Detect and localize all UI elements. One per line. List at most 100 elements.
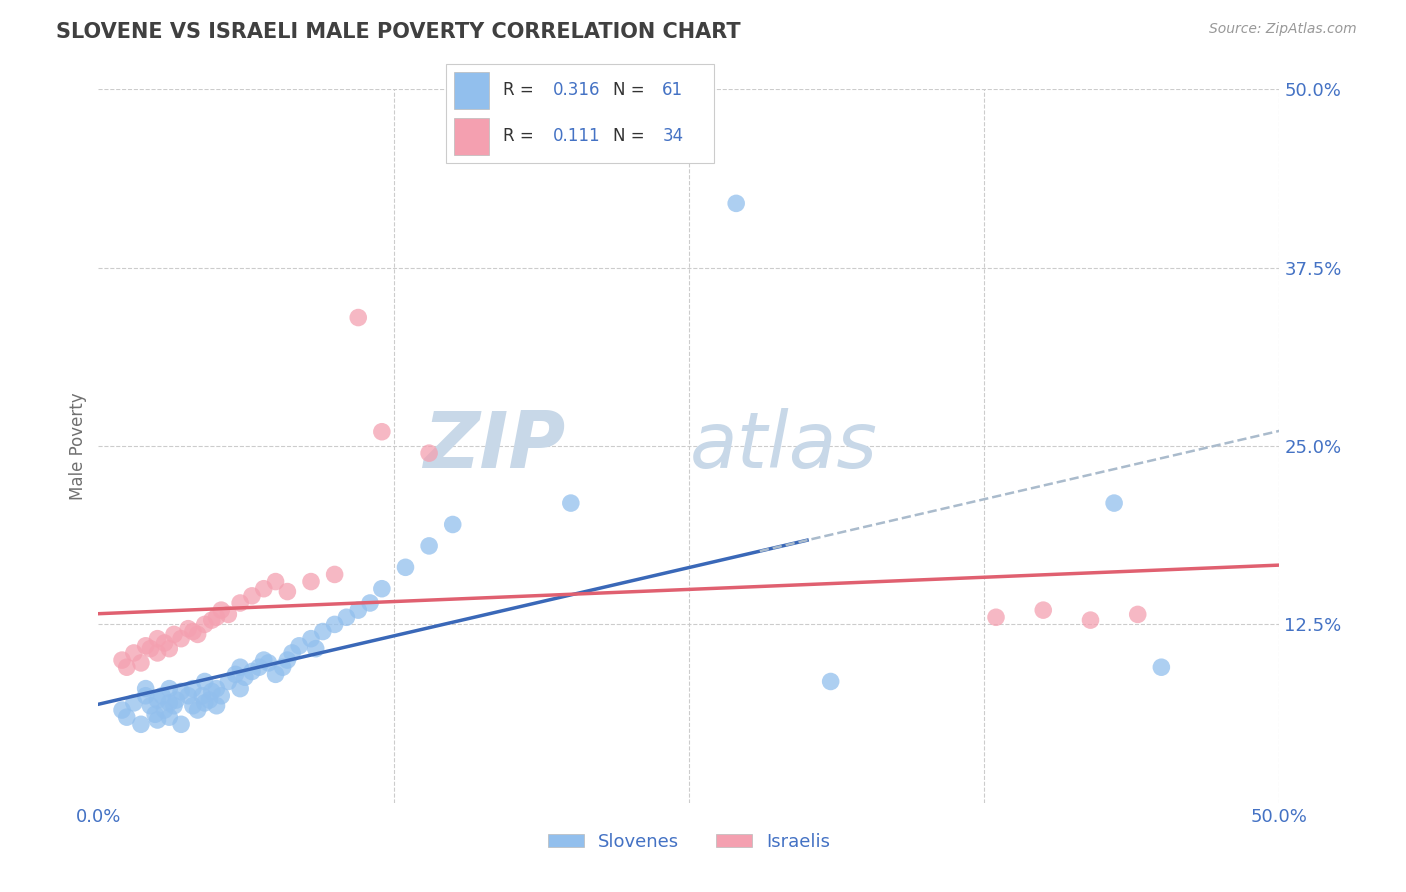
Point [335,610,357,624]
Point [129,656,152,670]
Point [240,665,263,679]
Text: 34: 34 [662,128,683,145]
Point [347,310,370,325]
Point [111,703,134,717]
Point [135,639,157,653]
Point [299,574,322,589]
Point [240,589,263,603]
Point [191,689,214,703]
Point [146,713,169,727]
Point [153,703,176,717]
Point [984,610,1007,624]
Point [247,660,270,674]
Point [146,646,169,660]
Point [276,653,298,667]
Point [157,696,180,710]
Point [276,584,298,599]
FancyBboxPatch shape [446,64,714,163]
Point [229,596,252,610]
Point [139,641,162,656]
Point [153,636,176,650]
Point [205,610,228,624]
Point [139,698,162,713]
Point [181,624,204,639]
Point [205,681,228,696]
Point [205,698,228,713]
Point [1150,660,1173,674]
Point [143,707,166,722]
Point [111,653,134,667]
Point [394,560,416,574]
Point [194,674,217,689]
Point [233,670,256,684]
Bar [454,71,489,109]
Bar [454,118,489,155]
Point [177,622,200,636]
Point [820,674,842,689]
Point [229,681,252,696]
Text: 0.316: 0.316 [553,81,600,99]
Text: 0.111: 0.111 [553,128,600,145]
Point [229,660,252,674]
Y-axis label: Male Poverty: Male Poverty [69,392,87,500]
Point [209,603,232,617]
Text: Source: ZipAtlas.com: Source: ZipAtlas.com [1209,22,1357,37]
Text: N =: N = [613,81,644,99]
Point [146,632,169,646]
Point [129,717,152,731]
Point [163,627,186,641]
Point [181,698,204,713]
Point [1126,607,1149,622]
Point [170,632,193,646]
Point [170,684,193,698]
Point [1102,496,1125,510]
Point [115,710,138,724]
Point [281,646,304,660]
Point [253,582,276,596]
Point [371,582,394,596]
Point [264,574,287,589]
Point [150,689,173,703]
Point [187,703,209,717]
Point [217,674,239,689]
Point [271,660,294,674]
Legend: Slovenes, Israelis: Slovenes, Israelis [540,826,838,858]
Point [170,717,193,731]
Point [323,617,346,632]
Point [122,646,145,660]
Point [1032,603,1054,617]
Point [135,689,157,703]
Point [122,696,145,710]
Point [264,667,287,681]
Text: atlas: atlas [689,408,877,484]
Point [165,693,187,707]
Point [371,425,394,439]
Point [347,603,370,617]
Point [194,696,217,710]
Text: 61: 61 [662,81,683,99]
Point [441,517,464,532]
Point [359,596,381,610]
Point [201,684,224,698]
Point [288,639,311,653]
Point [560,496,582,510]
Point [418,446,440,460]
Point [725,196,748,211]
Point [299,632,322,646]
Point [181,681,204,696]
Point [157,681,180,696]
Point [163,698,186,713]
Point [257,656,280,670]
Point [323,567,346,582]
Text: N =: N = [613,128,644,145]
Point [157,710,180,724]
Point [135,681,157,696]
Point [253,653,276,667]
Point [177,689,200,703]
Text: R =: R = [503,128,534,145]
Text: R =: R = [503,81,534,99]
Point [187,627,209,641]
Point [201,613,224,627]
Point [1080,613,1102,627]
Point [224,667,246,681]
